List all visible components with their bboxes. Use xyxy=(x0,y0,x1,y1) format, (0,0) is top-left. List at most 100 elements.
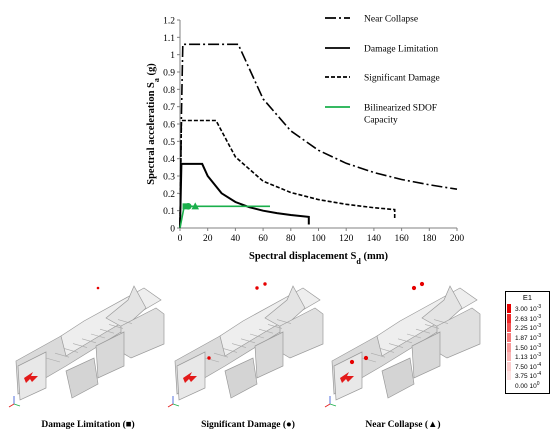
legend-label-3: Bilinearized SDOF xyxy=(364,104,437,114)
roof-beam xyxy=(370,352,386,358)
roof-beam xyxy=(90,333,106,339)
marker-triangle xyxy=(191,202,200,210)
damage-spot xyxy=(255,286,259,290)
color-scale-title: E1 xyxy=(522,293,533,302)
roof-beam xyxy=(415,328,431,334)
x-tick-label: 80 xyxy=(286,234,296,244)
x-tick-label: 140 xyxy=(367,234,382,244)
x-tick-label: 0 xyxy=(178,234,183,244)
color-scale-label: 7.50 10-4 xyxy=(515,361,542,371)
color-scale-entry: 1.13 10-3 xyxy=(507,352,549,362)
y-tick-label: 0.9 xyxy=(163,69,175,79)
building-annex xyxy=(254,331,284,379)
x-tick-label: 200 xyxy=(450,234,465,244)
axis-y-indicator xyxy=(172,403,180,407)
building-tower xyxy=(65,357,99,399)
building-model-near-collapse xyxy=(324,281,481,408)
panel-damage-limitation xyxy=(6,266,166,416)
x-tick-label: 180 xyxy=(422,234,437,244)
roof-beam xyxy=(258,328,274,334)
building-tower xyxy=(224,357,258,399)
x-tick-label: 60 xyxy=(258,234,268,244)
roof-beam xyxy=(72,343,88,348)
roof-beam xyxy=(222,348,238,353)
y-tick-label: 0.1 xyxy=(163,207,175,217)
roof-beam xyxy=(424,324,440,329)
axis-x-indicator xyxy=(167,403,174,408)
x-tick-label: 20 xyxy=(203,234,213,244)
roof-beam xyxy=(249,333,265,339)
building-annex xyxy=(411,331,441,379)
color-scale-swatch xyxy=(507,381,511,391)
y-tick-label: 0.3 xyxy=(163,173,175,183)
roof-beam xyxy=(45,357,61,363)
caption-damage-limitation: Damage Limitation (■) xyxy=(41,420,135,430)
building-model-significant-damage xyxy=(167,282,324,408)
color-scale-swatch xyxy=(507,342,511,352)
building-annex xyxy=(95,331,125,379)
roof-beam xyxy=(406,333,422,339)
color-scale-label: 3.00 10-3 xyxy=(515,304,542,314)
axis-x-indicator xyxy=(324,403,331,408)
load-direction-arrow xyxy=(24,372,38,383)
x-tick-label: 40 xyxy=(231,234,241,244)
legend-label-1: Damage Limitation xyxy=(364,45,438,55)
damage-spot xyxy=(419,281,425,287)
roof-beam xyxy=(108,324,124,329)
roof-beam xyxy=(267,324,283,329)
color-scale-label: 2.25 10-3 xyxy=(515,323,542,333)
legend-label-0: Near Collapse xyxy=(364,15,418,25)
building-model xyxy=(8,285,165,408)
color-scale-swatch xyxy=(507,361,511,371)
y-tick-label: 0.2 xyxy=(163,190,175,200)
roof-beam xyxy=(240,338,256,344)
y-tick-label: 0.8 xyxy=(163,86,175,96)
color-scale-label: 2.63 10-3 xyxy=(515,313,542,323)
caption-near-collapse: Near Collapse (▲) xyxy=(365,420,441,430)
damage-spot xyxy=(411,285,417,291)
y-tick-label: 1.1 xyxy=(163,34,175,44)
color-scale-entry: 1.50 10-3 xyxy=(507,342,549,352)
x-axis-title: Spectral displacement Sd (mm) xyxy=(249,251,388,266)
load-direction-arrow xyxy=(183,372,197,383)
color-scale-entry: 2.25 10-3 xyxy=(507,323,549,333)
axis-y-indicator xyxy=(13,403,21,407)
load-direction-arrow xyxy=(340,372,354,383)
color-scale-swatch xyxy=(507,333,511,343)
color-scale-swatch xyxy=(507,313,511,323)
axis-y-indicator xyxy=(329,403,337,407)
building-model xyxy=(167,282,324,408)
y-tick-label: 1 xyxy=(170,51,175,61)
building-model xyxy=(324,281,481,408)
strain-color-scale: E1 3.00 10-3 2.63 10-3 2.25 10-3 1.87 10-3 1… xyxy=(505,291,550,394)
roof-beam xyxy=(54,352,70,358)
color-scale-swatch xyxy=(507,323,511,333)
damage-spot xyxy=(263,282,267,286)
roof-beam xyxy=(63,348,79,353)
series-line-1 xyxy=(179,162,310,229)
damage-spot xyxy=(349,359,355,365)
color-scale-swatch xyxy=(507,304,511,314)
roof-beam xyxy=(397,338,413,344)
y-axis-title: Spectral acceleration Sa (g) xyxy=(146,63,161,185)
roof-beam xyxy=(276,319,292,324)
roof-beam xyxy=(99,328,115,334)
color-scale-entry: 0.00 100 xyxy=(507,381,549,391)
color-scale-label: 0.00 100 xyxy=(515,380,540,391)
marker-circle xyxy=(185,203,192,210)
axis-x-indicator xyxy=(8,403,15,408)
color-scale-entry: 3.75 10-4 xyxy=(507,371,549,381)
panel-significant-damage xyxy=(165,266,325,416)
building-tower xyxy=(381,357,415,399)
y-tick-label: 1.2 xyxy=(163,17,175,27)
y-tick-label: 0.6 xyxy=(163,121,175,131)
plot-area: 0 20 40 60 80 100 120 140 160 180 200 0 0.1 0.2 0.3 0.4… xyxy=(146,17,464,266)
x-tick-label: 160 xyxy=(394,234,409,244)
caption-significant-damage: Significant Damage (●) xyxy=(201,420,295,430)
series-line-0 xyxy=(179,43,458,229)
series-line-2 xyxy=(179,119,396,229)
y-tick-label: 0.5 xyxy=(163,138,175,148)
color-scale-label: 1.13 10-3 xyxy=(515,352,542,362)
roof-beam xyxy=(204,357,220,363)
